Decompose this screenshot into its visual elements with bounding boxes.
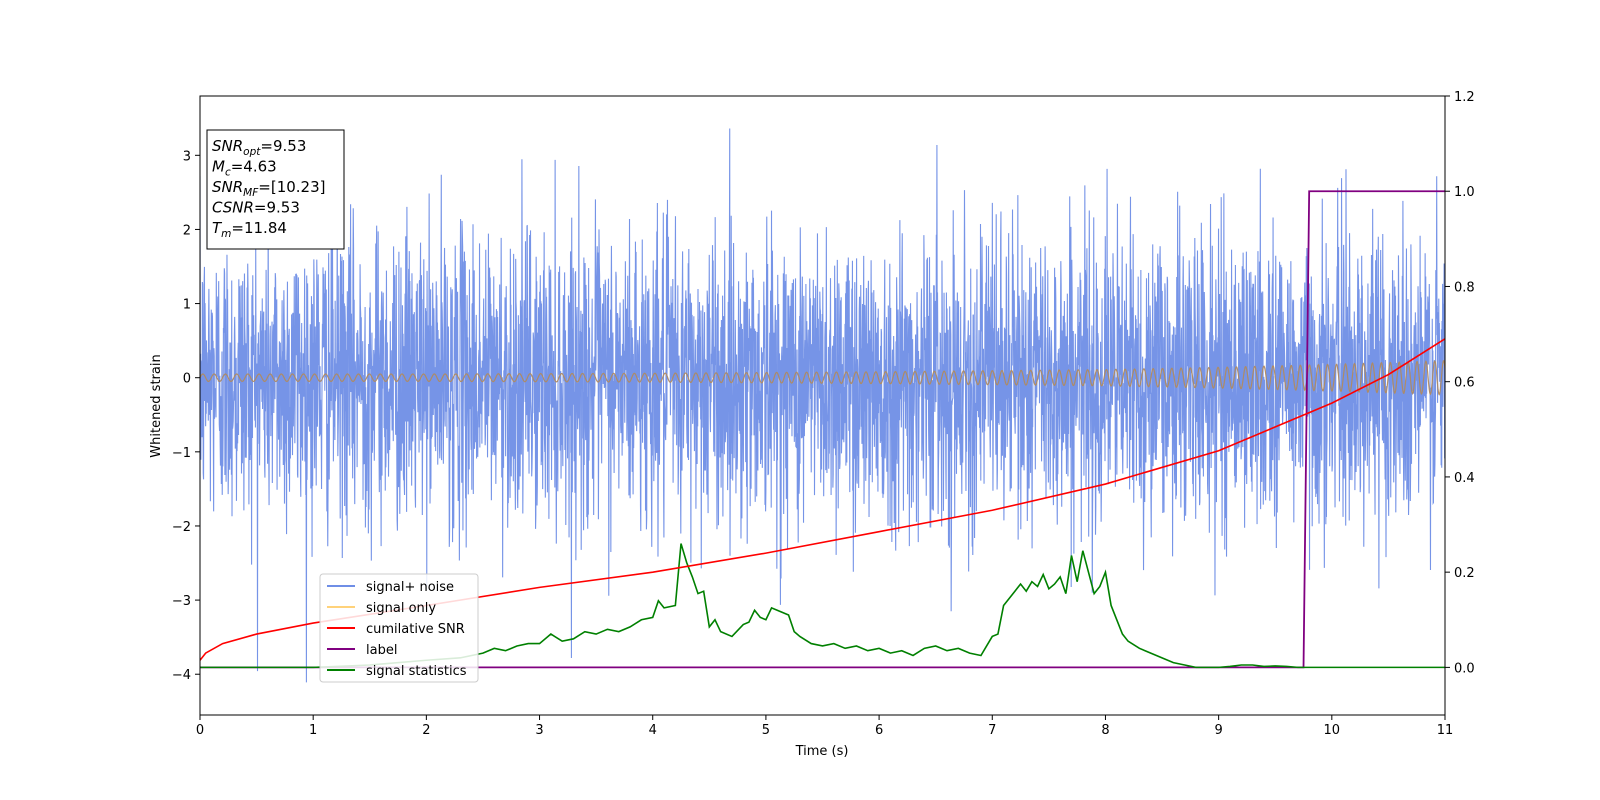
- y-left-tick-label: 3: [183, 149, 191, 164]
- y-right-tick-label: 0.2: [1454, 566, 1475, 581]
- info-value: =9.53: [260, 137, 306, 155]
- x-tick-label: 5: [762, 723, 770, 738]
- y-left-tick-label: −1: [172, 446, 191, 461]
- legend-entry-label: label: [366, 643, 397, 658]
- axes-frame: [199, 95, 1446, 716]
- info-line: Mc=4.63: [212, 158, 277, 179]
- info-symbol: SNR: [212, 178, 243, 196]
- info-value: =4.63: [231, 158, 277, 176]
- x-tick-label: 8: [1101, 723, 1109, 738]
- info-value: =9.53: [254, 199, 300, 217]
- info-box: SNRopt=9.53Mc=4.63SNRMF=[10.23]CSNR=9.53…: [206, 129, 345, 250]
- series-signal-statistics-line: [200, 543, 1445, 669]
- x-tick-label: 7: [988, 723, 996, 738]
- info-line: SNRopt=9.53: [212, 137, 306, 158]
- y-axis-left: 3 2 1 0 −1 −2 −3 −4: [172, 149, 200, 683]
- legend-entry-label: signal only: [366, 601, 436, 616]
- x-tick-label: 6: [875, 723, 883, 738]
- info-subscript: m: [221, 228, 231, 240]
- y-axis-label: Whitened strain: [149, 354, 164, 457]
- info-symbol: SNR: [212, 137, 243, 155]
- info-value: =11.84: [231, 219, 287, 237]
- legend-entry-label: signal+ noise: [366, 580, 454, 595]
- info-subscript: MF: [243, 187, 259, 199]
- legend-frame: [319, 573, 479, 683]
- y-left-tick-label: −3: [172, 594, 191, 609]
- x-tick-label: 10: [1324, 723, 1341, 738]
- y-right-tick-label: 0.4: [1454, 471, 1475, 486]
- series-label-line: [200, 190, 1445, 669]
- y-left-tick-label: 1: [183, 298, 191, 313]
- y-left-tick-label: −4: [172, 668, 191, 683]
- series-signal-noise-line: [200, 128, 1445, 683]
- y-axis-right: 1.2 1.0 0.8 0.6 0.4 0.2 0.0: [1445, 90, 1475, 676]
- legend: signal+ noise signal only cumilative SNR la…: [319, 573, 479, 683]
- x-tick-label: 1: [309, 723, 317, 738]
- x-axis-label: Time (s): [795, 744, 849, 759]
- info-value: =[10.23]: [258, 178, 325, 196]
- y-left-tick-label: −2: [172, 520, 191, 535]
- series-signal-only-line: [200, 359, 1445, 396]
- x-tick-label: 3: [535, 723, 543, 738]
- x-tick-label: 4: [649, 723, 657, 738]
- y-left-tick-label: 0: [183, 372, 191, 387]
- info-line: SNRMF=[10.23]: [212, 178, 326, 199]
- info-symbol: M: [212, 158, 225, 176]
- info-symbol: CSNR: [212, 199, 254, 217]
- y-right-tick-label: 0.0: [1454, 661, 1475, 676]
- y-right-tick-label: 1.2: [1454, 90, 1475, 105]
- x-tick-label: 2: [422, 723, 430, 738]
- y-right-tick-label: 1.0: [1454, 185, 1475, 200]
- info-subscript: c: [225, 167, 231, 179]
- info-line: CSNR=9.53: [212, 199, 300, 217]
- x-tick-label: 0: [196, 723, 204, 738]
- y-left-tick-label: 2: [183, 223, 191, 238]
- info-box-frame: [206, 129, 345, 250]
- legend-entry-label: cumilative SNR: [366, 622, 465, 637]
- x-tick-label: 11: [1437, 723, 1454, 738]
- plot-area: [200, 128, 1445, 683]
- y-right-tick-label: 0.8: [1454, 280, 1475, 295]
- info-symbol: T: [212, 219, 223, 237]
- y-right-tick-label: 0.6: [1454, 376, 1475, 391]
- legend-entry-label: signal statistics: [366, 664, 467, 679]
- series-cumulative-snr-line: [200, 338, 1445, 661]
- x-axis: 0 1 2 3 4 5 6 7 8 9 10 11: [196, 715, 1453, 738]
- x-tick-label: 9: [1214, 723, 1222, 738]
- info-subscript: opt: [243, 146, 261, 158]
- info-line: Tm=11.84: [212, 219, 287, 240]
